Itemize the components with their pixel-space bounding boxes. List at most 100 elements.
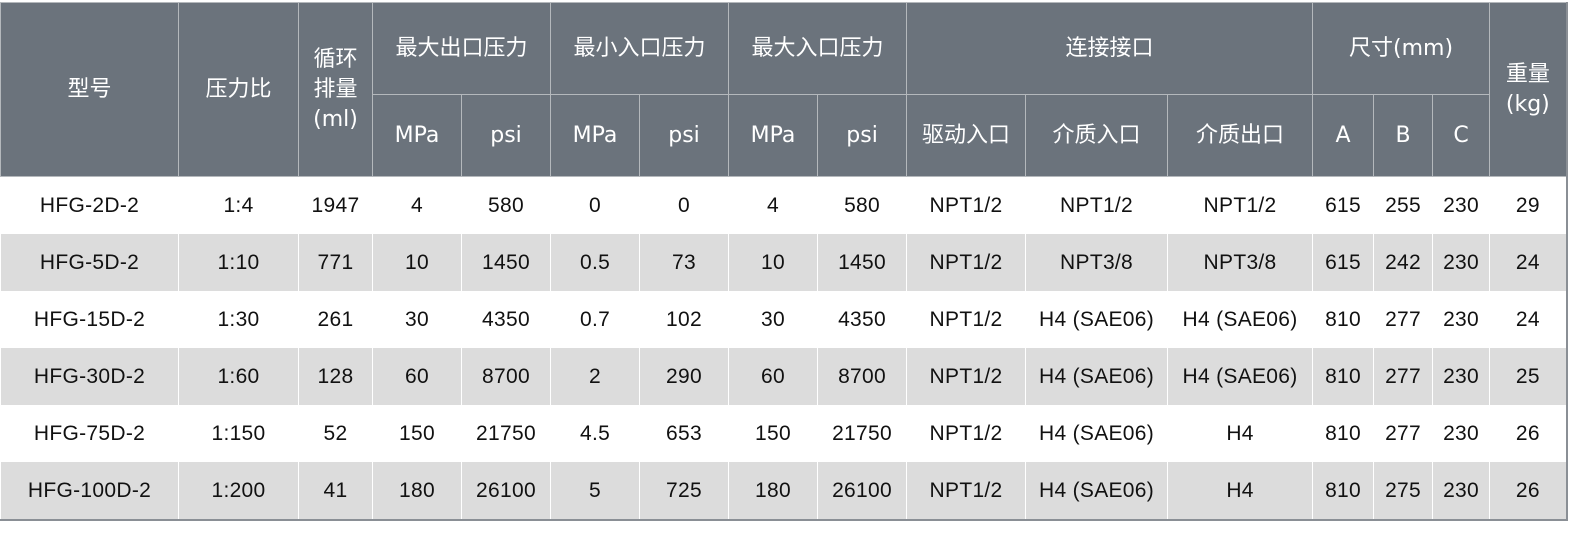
- table-cell: H4: [1167, 405, 1314, 462]
- table-cell: 4350: [460, 291, 552, 348]
- header-dim-c: C: [1432, 94, 1491, 177]
- header-ratio: 压力比: [178, 2, 299, 177]
- table-body: HFG-2D-2 1:4 1947 4 580 0 0 4 580 NPT1/2 NPT1/2 NPT…: [0, 176, 1568, 520]
- table-cell: 653: [639, 405, 730, 462]
- table-cell: 10: [372, 234, 462, 291]
- table-cell: 1:10: [178, 234, 299, 291]
- table-cell: 0.7: [550, 291, 641, 348]
- table-cell: 771: [298, 234, 373, 291]
- table-cell: 41: [298, 462, 373, 520]
- table-cell: 4350: [817, 291, 908, 348]
- table-cell: 24: [1489, 291, 1568, 348]
- table-cell: 180: [372, 462, 462, 520]
- header-media-outlet: 介质出口: [1167, 94, 1314, 177]
- table-cell: 30: [372, 291, 462, 348]
- table-cell: 0.5: [550, 234, 641, 291]
- table-cell: 26: [1489, 405, 1568, 462]
- table-cell: 580: [817, 176, 908, 234]
- table-cell: NPT1/2: [906, 348, 1027, 405]
- header-max-outlet-mpa: MPa: [372, 94, 462, 177]
- header-dimensions: 尺寸(mm): [1312, 2, 1491, 95]
- table-row: HFG-5D-2 1:10 771 10 1450 0.5 73 10 1450 NPT1/2 NP…: [0, 234, 1568, 291]
- header-min-inlet: 最小入口压力: [550, 2, 730, 95]
- table-cell: NPT1/2: [906, 405, 1027, 462]
- table-row: HFG-75D-2 1:150 52 150 21750 4.5 653 150 21750 NP…: [0, 405, 1568, 462]
- table-cell: 150: [728, 405, 819, 462]
- table-cell: 1450: [460, 234, 552, 291]
- table-row: HFG-100D-2 1:200 41 180 26100 5 725 180 26100 NPT…: [0, 462, 1568, 520]
- table-cell: 1947: [298, 176, 373, 234]
- table-cell: 255: [1373, 176, 1434, 234]
- table-cell: H4 (SAE06): [1025, 348, 1169, 405]
- table-cell: 1:30: [178, 291, 299, 348]
- table-cell: 4.5: [550, 405, 641, 462]
- table-row: HFG-2D-2 1:4 1947 4 580 0 0 4 580 NPT1/2 NPT1/2 NPT…: [0, 176, 1568, 234]
- table-cell: H4 (SAE06): [1025, 291, 1169, 348]
- table-cell: 5: [550, 462, 641, 520]
- table-cell: 60: [372, 348, 462, 405]
- header-min-inlet-psi: psi: [639, 94, 730, 177]
- table-cell: NPT1/2: [906, 291, 1027, 348]
- table-cell: HFG-100D-2: [0, 462, 179, 520]
- table-cell: 0: [550, 176, 641, 234]
- table-cell: 4: [728, 176, 819, 234]
- table-cell: 230: [1432, 176, 1491, 234]
- header-dim-b: B: [1373, 94, 1434, 177]
- table-cell: 230: [1432, 234, 1491, 291]
- header-dim-a: A: [1312, 94, 1375, 177]
- table-cell: 52: [298, 405, 373, 462]
- table-cell: 24: [1489, 234, 1568, 291]
- table-cell: 25: [1489, 348, 1568, 405]
- table-cell: HFG-2D-2: [0, 176, 179, 234]
- table-cell: H4 (SAE06): [1167, 348, 1314, 405]
- table-cell: 261: [298, 291, 373, 348]
- table-cell: 102: [639, 291, 730, 348]
- table-cell: H4: [1167, 462, 1314, 520]
- table-cell: 21750: [817, 405, 908, 462]
- header-weight: 重量(kg): [1489, 2, 1568, 177]
- table-cell: NPT1/2: [1167, 176, 1314, 234]
- header-max-inlet-mpa: MPa: [728, 94, 819, 177]
- table-cell: H4 (SAE06): [1167, 291, 1314, 348]
- table-cell: 4: [372, 176, 462, 234]
- header-model: 型号: [0, 2, 179, 177]
- header-media-inlet: 介质入口: [1025, 94, 1169, 177]
- header-max-inlet: 最大入口压力: [728, 2, 908, 95]
- table-cell: 810: [1312, 405, 1375, 462]
- table-cell: 615: [1312, 234, 1375, 291]
- header-max-inlet-psi: psi: [817, 94, 908, 177]
- table-cell: 230: [1432, 405, 1491, 462]
- table-cell: H4 (SAE06): [1025, 462, 1169, 520]
- table-cell: NPT3/8: [1025, 234, 1169, 291]
- table-cell: 230: [1432, 291, 1491, 348]
- header-connections: 连接接口: [906, 2, 1314, 95]
- table-cell: HFG-30D-2: [0, 348, 179, 405]
- table-cell: NPT1/2: [906, 176, 1027, 234]
- table-cell: 2: [550, 348, 641, 405]
- table-cell: 26100: [460, 462, 552, 520]
- header-max-outlet-psi: psi: [460, 94, 552, 177]
- table-cell: 10: [728, 234, 819, 291]
- header-drive-inlet: 驱动入口: [906, 94, 1027, 177]
- table-cell: NPT1/2: [1025, 176, 1169, 234]
- table-cell: 725: [639, 462, 730, 520]
- table-cell: 230: [1432, 462, 1491, 520]
- table-cell: 277: [1373, 405, 1434, 462]
- header-max-outlet: 最大出口压力: [371, 2, 552, 95]
- table-cell: 810: [1312, 291, 1375, 348]
- table-cell: 1:60: [178, 348, 299, 405]
- table-row: HFG-15D-2 1:30 261 30 4350 0.7 102 30 4350 NPT1/2…: [0, 291, 1568, 348]
- table-cell: H4 (SAE06): [1025, 405, 1169, 462]
- table-cell: 810: [1312, 462, 1375, 520]
- table-cell: 1:150: [178, 405, 299, 462]
- table-cell: 615: [1312, 176, 1375, 234]
- table-cell: 29: [1489, 176, 1568, 234]
- table-cell: 290: [639, 348, 730, 405]
- table-cell: HFG-75D-2: [0, 405, 179, 462]
- table-cell: 128: [298, 348, 373, 405]
- table-cell: 275: [1373, 462, 1434, 520]
- table-cell: 277: [1373, 348, 1434, 405]
- table-cell: 1:4: [178, 176, 299, 234]
- table-cell: HFG-15D-2: [0, 291, 179, 348]
- table-row: HFG-30D-2 1:60 128 60 8700 2 290 60 8700 NPT1/2 H4…: [0, 348, 1568, 405]
